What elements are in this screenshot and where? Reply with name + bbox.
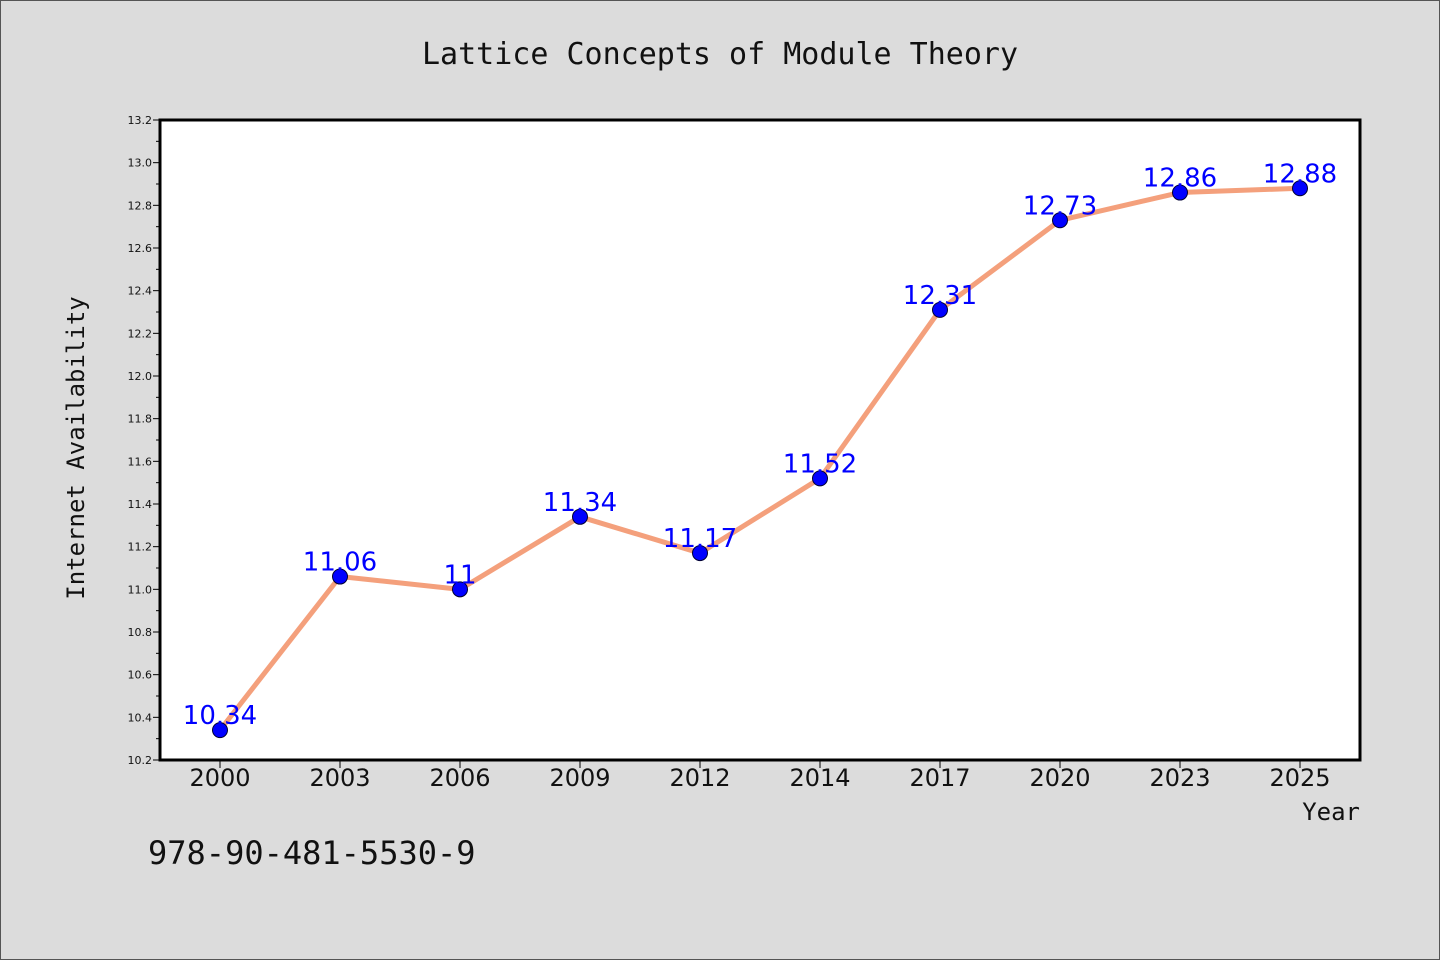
x-tick-label: 2023 — [1149, 764, 1210, 792]
data-point — [572, 508, 588, 525]
y-tick-label: 11.2 — [128, 541, 153, 554]
data-label: 11 — [443, 560, 476, 590]
data-label: 10.34 — [183, 701, 257, 731]
data-point — [452, 581, 468, 598]
data-point — [932, 301, 948, 318]
y-tick-label: 10.8 — [128, 626, 153, 639]
x-axis: 2000 2003 2006 2009 2012 2014 2017 2020 2023 2025 — [189, 760, 1331, 792]
plot-area — [158, 118, 1362, 762]
data-series — [212, 180, 1308, 739]
y-tick-label: 12.6 — [128, 242, 153, 255]
data-point — [812, 470, 828, 487]
x-tick-label: 2014 — [789, 764, 850, 792]
data-label: 12.73 — [1023, 191, 1097, 221]
data-point — [332, 568, 348, 585]
data-point — [692, 545, 708, 562]
y-tick-label: 11.8 — [128, 413, 153, 426]
x-tick-label: 2009 — [549, 764, 610, 792]
data-point — [1292, 180, 1308, 197]
y-tick-label: 12.0 — [128, 370, 153, 383]
data-label: 12.86 — [1143, 164, 1217, 194]
x-tick-label: 2012 — [669, 764, 730, 792]
x-tick-label: 2003 — [309, 764, 370, 792]
data-point — [1052, 212, 1068, 229]
data-label: 11.52 — [783, 449, 857, 479]
y-axis-label: Internet Availability — [62, 296, 90, 599]
x-tick-label: 2006 — [429, 764, 490, 792]
x-tick-label: 2025 — [1269, 764, 1330, 792]
y-tick-label: 12.8 — [128, 199, 153, 212]
data-label: 12.31 — [903, 281, 977, 311]
x-tick-label: 2000 — [189, 764, 250, 792]
y-tick-label: 10.2 — [128, 754, 153, 767]
y-tick-label: 11.0 — [128, 583, 153, 596]
isbn-footer: 978-90-481-5530-9 — [148, 834, 476, 872]
x-tick-label: 2020 — [1029, 764, 1090, 792]
y-tick-label: 10.4 — [128, 711, 153, 724]
y-tick-label: 13.0 — [128, 157, 153, 170]
data-point — [212, 722, 228, 739]
data-label: 11.06 — [303, 548, 377, 578]
y-tick-label: 12.2 — [128, 327, 153, 340]
y-tick-label: 10.6 — [128, 669, 153, 682]
y-tick-label: 13.2 — [128, 114, 153, 127]
x-tick-label: 2017 — [909, 764, 970, 792]
y-tick-label: 12.4 — [128, 285, 153, 298]
chart-title: Lattice Concepts of Module Theory — [422, 37, 1018, 72]
data-labels: 10.34 11.06 11 11.34 11.17 11.52 12.31 12.73 12.… — [183, 159, 1337, 731]
data-label: 12.88 — [1263, 159, 1337, 189]
y-tick-label: 11.4 — [128, 498, 153, 511]
data-label: 11.34 — [543, 488, 617, 518]
y-axis: 10.2 10.4 10.6 10.8 11.0 11.2 11.4 11.6 11.8 12.0… — [128, 114, 160, 767]
y-tick-label: 11.6 — [128, 455, 153, 468]
series-line — [217, 185, 1303, 733]
data-label: 11.17 — [663, 524, 737, 554]
data-point — [1172, 184, 1188, 201]
x-axis-label: Year — [1302, 798, 1360, 826]
